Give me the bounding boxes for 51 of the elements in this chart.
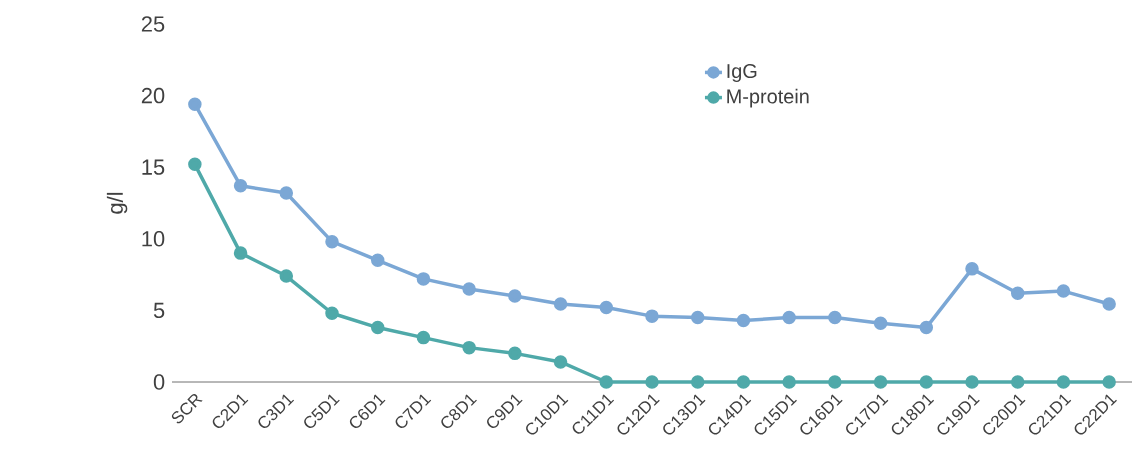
y-tick-label: 10 bbox=[142, 231, 165, 247]
point bbox=[233, 179, 248, 193]
point bbox=[1056, 284, 1071, 298]
point bbox=[1056, 375, 1071, 389]
point bbox=[462, 282, 476, 296]
y-tick-label: 15 bbox=[142, 159, 165, 175]
point bbox=[828, 310, 842, 325]
legend-label: M-protein bbox=[727, 88, 809, 108]
point bbox=[279, 269, 294, 283]
point bbox=[462, 340, 476, 355]
point bbox=[416, 272, 431, 286]
point bbox=[1102, 297, 1116, 311]
y-tick-label: 0 bbox=[153, 374, 165, 390]
point bbox=[370, 320, 385, 335]
point bbox=[599, 375, 614, 389]
point bbox=[233, 246, 248, 260]
point bbox=[645, 309, 659, 323]
point bbox=[782, 375, 796, 389]
point bbox=[1010, 375, 1025, 389]
point bbox=[919, 375, 934, 389]
y-tick-label: 5 bbox=[153, 302, 165, 319]
point bbox=[188, 97, 202, 111]
point bbox=[919, 320, 934, 335]
point bbox=[416, 330, 431, 345]
point bbox=[690, 375, 705, 389]
point bbox=[965, 375, 979, 389]
legend-label: IgG bbox=[727, 63, 757, 83]
point bbox=[1010, 286, 1025, 300]
point bbox=[279, 186, 294, 200]
point bbox=[690, 310, 705, 325]
y-axis-title: g/l bbox=[106, 192, 128, 214]
point bbox=[736, 313, 751, 328]
point bbox=[873, 316, 888, 331]
point bbox=[553, 355, 568, 369]
y-tick-label: 20 bbox=[141, 87, 165, 104]
point bbox=[965, 262, 979, 276]
point bbox=[508, 289, 522, 303]
point bbox=[782, 310, 796, 325]
point bbox=[599, 300, 614, 315]
point bbox=[325, 306, 339, 321]
point bbox=[553, 297, 568, 311]
point bbox=[645, 375, 659, 389]
point bbox=[188, 157, 202, 172]
y-tick-label: 25 bbox=[141, 16, 165, 32]
point bbox=[325, 234, 339, 249]
point bbox=[828, 375, 842, 389]
point bbox=[873, 375, 888, 389]
point bbox=[736, 375, 751, 389]
point bbox=[370, 253, 385, 268]
point bbox=[508, 346, 522, 361]
point bbox=[1102, 375, 1116, 389]
